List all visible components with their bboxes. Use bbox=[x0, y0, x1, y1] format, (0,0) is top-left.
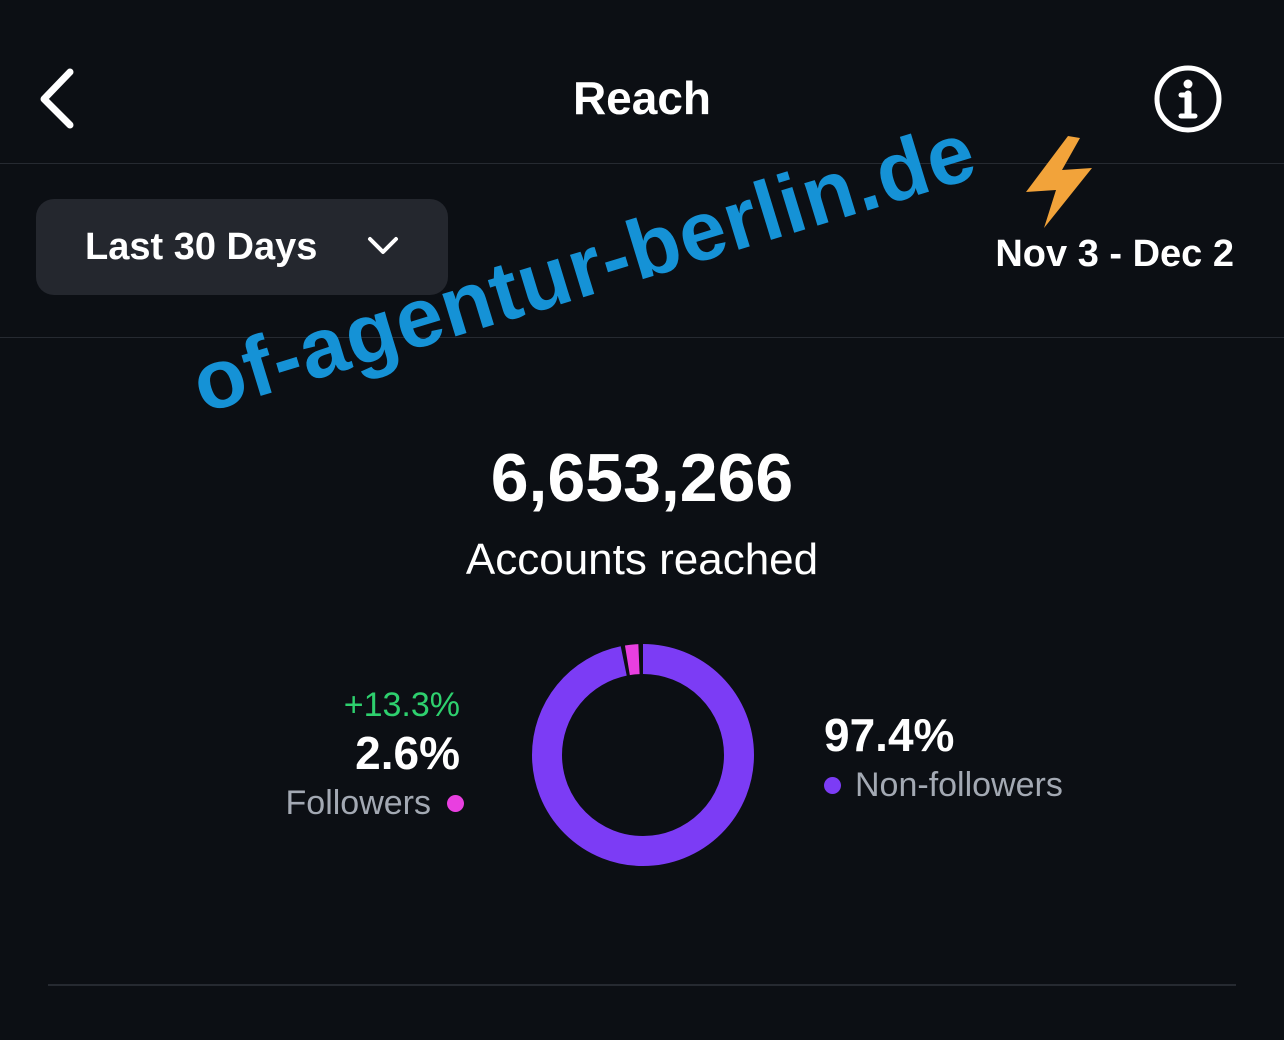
top-bar: Reach bbox=[0, 0, 1284, 164]
donut-slice-followers bbox=[532, 644, 754, 866]
non-followers-label: Non-followers bbox=[855, 766, 1063, 804]
non-followers-legend: Non-followers bbox=[824, 762, 1063, 808]
info-icon bbox=[1154, 65, 1222, 133]
followers-label: Followers bbox=[285, 784, 431, 822]
accounts-reached-value: 6,653,266 bbox=[490, 440, 794, 516]
section-divider bbox=[48, 984, 1236, 986]
non-followers-percent: 97.4% bbox=[824, 709, 955, 761]
accounts-reached-label: Accounts reached bbox=[465, 535, 819, 584]
date-range-dropdown[interactable]: Last 30 Days bbox=[36, 199, 448, 295]
followers-legend-dot bbox=[447, 794, 464, 812]
followers-stat: +13.3% 2.6% Followers bbox=[286, 684, 464, 826]
followers-change: +13.3% bbox=[343, 686, 460, 724]
followers-legend: Followers bbox=[286, 780, 464, 826]
page-title: Reach bbox=[572, 72, 712, 124]
followers-percent: 2.6% bbox=[355, 727, 460, 779]
info-button[interactable] bbox=[1152, 63, 1224, 135]
filter-bar: Last 30 Days Nov 3 - Dec 2 bbox=[0, 164, 1284, 338]
reach-donut-chart bbox=[532, 644, 754, 866]
non-followers-stat: 97.4% Non-followers bbox=[824, 708, 1063, 808]
date-range-text: Nov 3 - Dec 2 bbox=[995, 233, 1234, 275]
chevron-down-icon bbox=[368, 237, 398, 254]
donut-slice-non-followers bbox=[532, 644, 754, 866]
chevron-left-icon bbox=[40, 68, 74, 129]
back-button[interactable] bbox=[30, 62, 90, 132]
date-range-dropdown-label: Last 30 Days bbox=[85, 226, 318, 268]
non-followers-legend-dot bbox=[824, 776, 841, 794]
